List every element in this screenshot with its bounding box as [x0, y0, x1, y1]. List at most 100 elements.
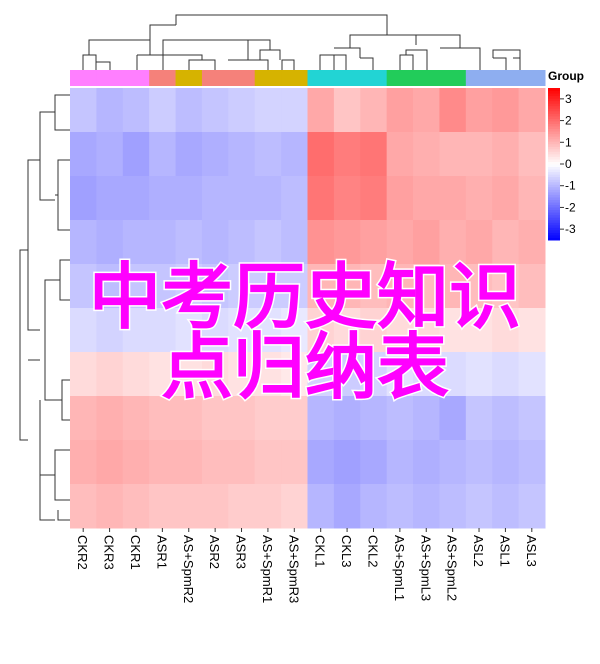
- heat-cell: [149, 176, 177, 221]
- heat-cell: [228, 396, 256, 441]
- color-bar: [548, 227, 560, 231]
- heat-cell: [307, 220, 335, 265]
- heat-cell: [70, 176, 97, 221]
- heat-cell: [360, 176, 388, 221]
- heat-cell: [518, 352, 546, 397]
- group-bar: [281, 70, 308, 86]
- heat-cell: [413, 176, 440, 221]
- heat-cell: [281, 484, 308, 529]
- color-bar: [548, 118, 560, 122]
- heat-cell: [254, 352, 282, 397]
- color-bar: [548, 204, 560, 208]
- heat-cell: [281, 396, 308, 441]
- heat-cell: [281, 176, 308, 221]
- heat-cell: [413, 396, 440, 441]
- group-bar: [175, 70, 203, 86]
- heat-cell: [70, 132, 97, 177]
- heat-cell: [333, 440, 361, 485]
- group-bar: [228, 70, 256, 86]
- heat-cell: [465, 88, 493, 133]
- heat-cell: [122, 308, 150, 353]
- heat-cell: [386, 88, 414, 133]
- color-bar: [548, 108, 560, 112]
- heat-cell: [465, 132, 493, 177]
- heat-cell: [149, 440, 177, 485]
- x-tick-label: ASL1: [497, 535, 512, 567]
- color-bar: [548, 138, 560, 142]
- heat-cell: [360, 132, 388, 177]
- heat-cell: [307, 132, 335, 177]
- color-bar: [548, 174, 560, 178]
- heat-cell: [439, 176, 467, 221]
- heat-cell: [175, 484, 203, 529]
- heat-cell: [149, 264, 177, 309]
- heat-cell: [386, 220, 414, 265]
- color-bar: [548, 234, 560, 238]
- x-tick-label: AS+SpmR2: [181, 535, 196, 603]
- x-tick-label: CKL3: [339, 535, 354, 568]
- heat-cell: [228, 132, 256, 177]
- heat-cell: [492, 176, 520, 221]
- overlay-text: 点归纳表: [161, 325, 449, 409]
- color-bar: [548, 141, 560, 145]
- heat-cell: [518, 264, 546, 309]
- heat-cell: [228, 88, 256, 133]
- heat-cell: [307, 440, 335, 485]
- heat-cell: [175, 352, 203, 397]
- heat-cell: [149, 308, 177, 353]
- heat-cell: [201, 220, 229, 265]
- x-tick-label: AS+SpmL3: [418, 535, 433, 601]
- color-bar: [548, 229, 560, 233]
- heat-cell: [228, 264, 256, 309]
- heat-cell: [281, 308, 308, 353]
- heat-cell: [333, 220, 361, 265]
- color-bar: [548, 199, 560, 203]
- heat-cell: [281, 264, 308, 309]
- heat-cell: [96, 220, 124, 265]
- heat-cell: [492, 264, 520, 309]
- heat-cell: [228, 440, 256, 485]
- color-bar: [548, 113, 560, 117]
- group-bar: [149, 70, 177, 86]
- color-bar: [548, 105, 560, 109]
- heat-cell: [439, 352, 467, 397]
- group-bar: [518, 70, 546, 86]
- heat-cell: [96, 264, 124, 309]
- heat-cell: [518, 440, 546, 485]
- x-tick-label: ASL3: [524, 535, 539, 567]
- heat-cell: [254, 440, 282, 485]
- color-bar: [548, 148, 560, 152]
- color-bar: [548, 169, 560, 173]
- heat-cell: [465, 396, 493, 441]
- color-bar: [548, 153, 560, 157]
- heat-cell: [439, 264, 467, 309]
- group-bar: [386, 70, 414, 86]
- heat-cell: [360, 220, 388, 265]
- color-bar: [548, 176, 560, 180]
- color-bar: [548, 217, 560, 221]
- heat-cell: [439, 308, 467, 353]
- color-bar: [548, 146, 560, 150]
- heat-cell: [70, 308, 97, 353]
- color-bar: [548, 115, 560, 119]
- x-tick-label: ASR2: [207, 535, 222, 569]
- heat-cell: [70, 396, 97, 441]
- group-bar: [254, 70, 282, 86]
- heat-cell: [201, 396, 229, 441]
- heat-cell: [70, 88, 97, 133]
- heat-cell: [386, 132, 414, 177]
- heat-cell: [281, 132, 308, 177]
- heat-cell: [228, 308, 256, 353]
- heat-cell: [333, 484, 361, 529]
- color-bar: [548, 164, 560, 168]
- heat-cell: [518, 88, 546, 133]
- heat-cell: [70, 484, 97, 529]
- heat-cell: [492, 440, 520, 485]
- heat-cell: [333, 88, 361, 133]
- heat-cell: [413, 220, 440, 265]
- x-tick-label: CKR1: [128, 535, 143, 570]
- heat-cell: [70, 264, 97, 309]
- heat-cell: [333, 264, 361, 309]
- color-bar: [548, 237, 560, 241]
- heat-cell: [122, 88, 150, 133]
